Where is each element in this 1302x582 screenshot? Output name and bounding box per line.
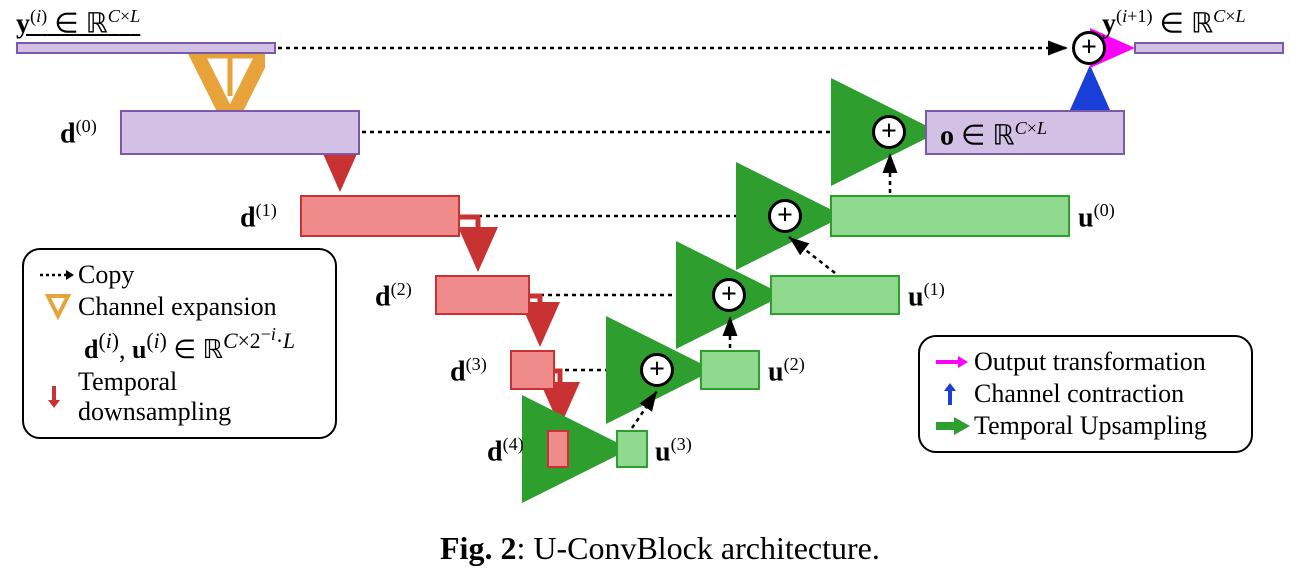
diagram-root: + + + + + y(i) ∈ ℝC×L y(i+1) ∈ ℝC×L d(0)… bbox=[0, 0, 1302, 582]
d1-label: d(1) bbox=[240, 200, 277, 234]
plus-top: + bbox=[1072, 31, 1106, 65]
output-transformation-icon bbox=[934, 349, 974, 375]
u2-box bbox=[700, 350, 760, 390]
legend-tup: Temporal Upsampling bbox=[934, 411, 1237, 441]
d0-box bbox=[120, 110, 360, 155]
legend-outx: Output transformation bbox=[934, 347, 1237, 377]
legend-right: Output transformation Channel contractio… bbox=[918, 335, 1253, 453]
legend-tup-text: Temporal Upsampling bbox=[974, 411, 1207, 441]
d3-label: d(3) bbox=[450, 354, 487, 388]
u3-label: u(3) bbox=[655, 434, 692, 468]
d2-label: d(2) bbox=[375, 279, 412, 313]
o-label: o ∈ ℝC×L bbox=[940, 118, 1047, 152]
legend-copy: Copy bbox=[38, 260, 321, 290]
d2-box bbox=[435, 275, 530, 315]
legend-outx-text: Output transformation bbox=[974, 347, 1206, 377]
d3-box bbox=[510, 350, 555, 390]
u0-label: u(0) bbox=[1078, 200, 1115, 234]
legend-chcon: Channel contraction bbox=[934, 379, 1237, 409]
temporal-upsampling-icon bbox=[934, 413, 974, 439]
plus-u2: + bbox=[640, 353, 674, 387]
legend-dim-note: d(i), u(i) ∈ ℝC×2−i·L bbox=[38, 324, 321, 365]
u1-label: u(1) bbox=[908, 279, 945, 313]
plus-o: + bbox=[872, 115, 906, 149]
figure-caption: Fig. 2: U-ConvBlock architecture. bbox=[440, 530, 880, 567]
legend-chexp: Channel expansion bbox=[38, 292, 321, 322]
u0-box bbox=[830, 195, 1070, 237]
channel-expansion-icon bbox=[38, 294, 78, 320]
legend-copy-text: Copy bbox=[78, 260, 134, 290]
y-i-bar bbox=[16, 42, 276, 54]
plus-u0: + bbox=[768, 199, 802, 233]
u1-box bbox=[770, 275, 900, 315]
u2-label: u(2) bbox=[768, 354, 805, 388]
d0-label: d(0) bbox=[60, 116, 97, 150]
channel-contraction-icon bbox=[934, 381, 974, 407]
legend-tdown-text: Temporal downsampling bbox=[78, 367, 321, 427]
d4-label: d(4) bbox=[487, 434, 524, 468]
legend-dim-text: d(i), u(i) ∈ ℝC×2−i·L bbox=[84, 324, 295, 365]
temporal-downsampling-icon bbox=[38, 384, 78, 410]
legend-tdown: Temporal downsampling bbox=[38, 367, 321, 427]
caption-text: : U-ConvBlock architecture. bbox=[516, 530, 879, 566]
d1-box bbox=[300, 195, 460, 237]
copy-icon bbox=[38, 262, 78, 288]
plus-u1: + bbox=[712, 278, 746, 312]
y-i1-label: y(i+1) ∈ ℝC×L bbox=[1102, 6, 1246, 40]
legend-left: Copy Channel expansion d(i), u(i) ∈ ℝC×2… bbox=[22, 248, 337, 439]
y-i-sup: i bbox=[36, 6, 41, 26]
u3-box bbox=[616, 430, 648, 468]
d4-box bbox=[547, 430, 569, 468]
y-i1-bar bbox=[1134, 42, 1284, 54]
y-i-label: y(i) ∈ ℝC×L bbox=[16, 6, 140, 40]
legend-chexp-text: Channel expansion bbox=[78, 292, 277, 322]
caption-bold: Fig. 2 bbox=[440, 530, 516, 566]
legend-chcon-text: Channel contraction bbox=[974, 379, 1184, 409]
